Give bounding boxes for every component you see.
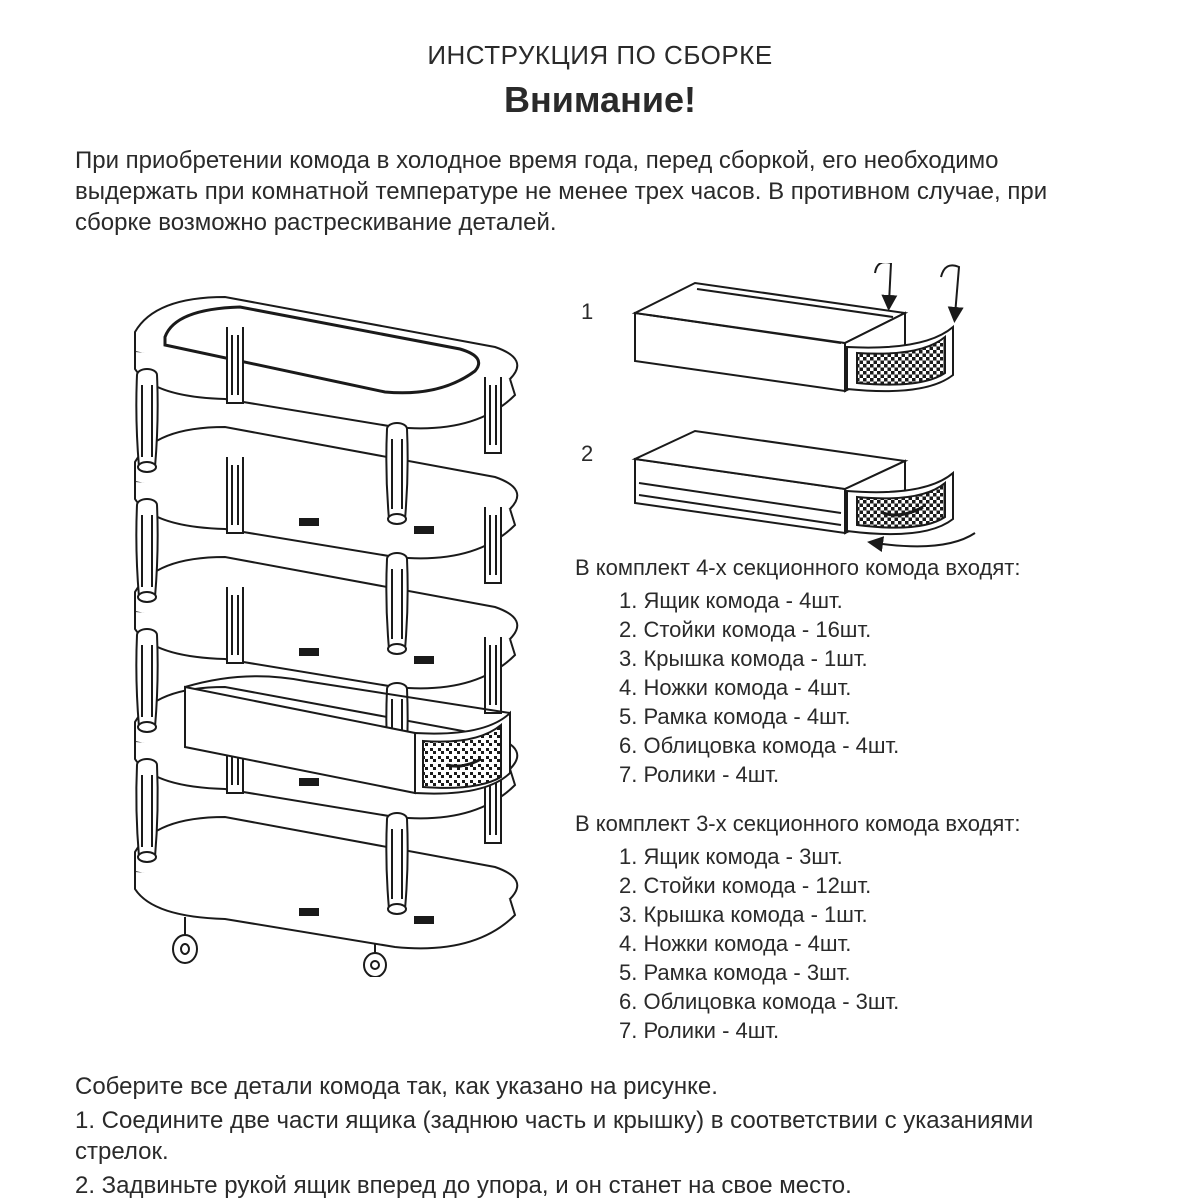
instruction-line: 1. Соедините две части ящика (заднюю час… (75, 1105, 1125, 1168)
step-drawings (575, 263, 1005, 553)
right-column: 1 2 (575, 257, 1125, 1066)
intro-paragraph: При приобретении комода в холодное время… (75, 145, 1125, 239)
step-diagrams: 1 2 (575, 263, 1125, 553)
list-item: 7. Ролики - 4шт. (619, 760, 1125, 789)
list-item: 5. Рамка комода - 4шт. (619, 702, 1125, 731)
list-item: 2. Стойки комода - 12шт. (619, 871, 1125, 900)
parts-3-title: В комплект 3-х секционного комода входят… (575, 809, 1125, 838)
parts-3-list: 1. Ящик комода - 3шт. 2. Стойки комода -… (575, 842, 1125, 1045)
list-item: 3. Крышка комода - 1шт. (619, 900, 1125, 929)
shelving-unit-diagram (75, 257, 555, 977)
sup-title: ИНСТРУКЦИЯ ПО СБОРКЕ (75, 40, 1125, 71)
instruction-line: Соберите все детали комода так, как указ… (75, 1071, 1125, 1103)
parts-4-title: В комплект 4-х секционного комода входят… (575, 553, 1125, 582)
list-item: 1. Ящик комода - 4шт. (619, 586, 1125, 615)
list-item: 1. Ящик комода - 3шт. (619, 842, 1125, 871)
title-block: ИНСТРУКЦИЯ ПО СБОРКЕ Внимание! (75, 40, 1125, 121)
step-2-number: 2 (581, 441, 593, 467)
middle-row: 1 2 (75, 257, 1125, 1066)
list-item: 5. Рамка комода - 3шт. (619, 958, 1125, 987)
parts-4-section: В комплект 4-х секционного комода входят… (575, 553, 1125, 789)
list-item: 7. Ролики - 4шт. (619, 1016, 1125, 1045)
list-item: 6. Облицовка комода - 4шт. (619, 731, 1125, 760)
step-1-number: 1 (581, 299, 593, 325)
bottom-instructions: Соберите все детали комода так, как указ… (75, 1071, 1125, 1202)
list-item: 6. Облицовка комода - 3шт. (619, 987, 1125, 1016)
parts-4-list: 1. Ящик комода - 4шт. 2. Стойки комода -… (575, 586, 1125, 789)
list-item: 4. Ножки комода - 4шт. (619, 929, 1125, 958)
main-diagram-column (75, 257, 555, 1066)
list-item: 3. Крышка комода - 1шт. (619, 644, 1125, 673)
main-title: Внимание! (75, 79, 1125, 121)
list-item: 4. Ножки комода - 4шт. (619, 673, 1125, 702)
parts-3-section: В комплект 3-х секционного комода входят… (575, 809, 1125, 1045)
list-item: 2. Стойки комода - 16шт. (619, 615, 1125, 644)
instruction-line: 2. Задвиньте рукой ящик вперед до упора,… (75, 1170, 1125, 1202)
